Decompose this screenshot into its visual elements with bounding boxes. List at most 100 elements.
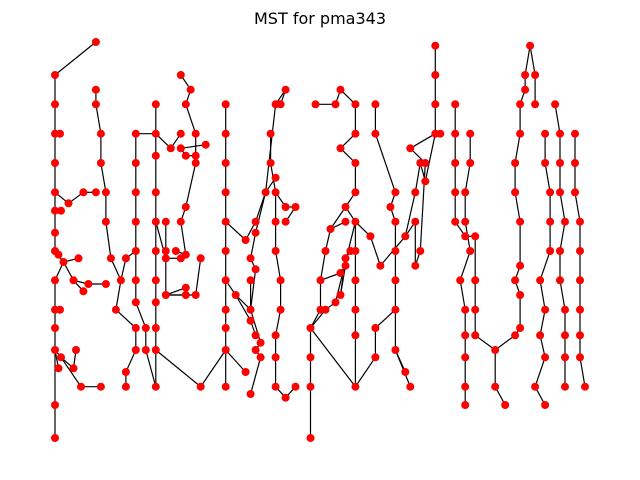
graph-node xyxy=(57,206,65,215)
graph-node xyxy=(376,261,385,270)
graph-node xyxy=(181,250,190,259)
graph-node xyxy=(466,247,475,255)
graph-node xyxy=(351,276,360,285)
mst-edge xyxy=(459,250,471,281)
graph-node xyxy=(161,217,170,226)
mst-edge xyxy=(275,309,282,336)
graph-node xyxy=(331,298,340,307)
graph-node xyxy=(151,346,160,354)
graph-node xyxy=(91,38,100,46)
mst-edge xyxy=(250,357,262,395)
graph-node xyxy=(281,85,290,94)
graph-node xyxy=(411,188,420,197)
graph-node xyxy=(54,250,63,259)
mst-edge xyxy=(539,309,546,336)
chart-title: MST for pma343 xyxy=(254,9,386,28)
graph-node xyxy=(191,151,200,160)
graph-node xyxy=(561,353,569,362)
graph-node xyxy=(521,71,530,79)
mst-edge xyxy=(135,302,147,329)
graph-node xyxy=(151,100,160,109)
mst-edge xyxy=(559,221,566,252)
mst-edge xyxy=(60,356,82,388)
graph-node xyxy=(101,188,110,197)
graph-node xyxy=(431,41,440,50)
graph-node xyxy=(351,217,360,226)
graph-node xyxy=(51,276,59,285)
graph-node xyxy=(196,382,205,391)
graph-node xyxy=(121,254,130,263)
graph-node xyxy=(351,159,360,167)
mst-edge xyxy=(464,162,471,193)
mst-edge xyxy=(524,45,531,76)
graph-node xyxy=(556,247,564,255)
graph-node xyxy=(436,129,445,138)
graph-node xyxy=(221,217,230,226)
graph-node xyxy=(316,305,325,314)
graph-node xyxy=(516,261,525,270)
graph-node xyxy=(176,217,185,226)
graph-node xyxy=(421,177,430,186)
graph-node xyxy=(196,254,205,263)
graph-node xyxy=(351,305,360,314)
graph-node xyxy=(161,247,170,255)
graph-node xyxy=(111,305,120,314)
graph-node xyxy=(556,159,564,167)
graph-node xyxy=(391,276,400,285)
graph-node xyxy=(51,206,59,215)
mst-edge xyxy=(145,349,157,387)
graph-node xyxy=(261,188,270,197)
graph-node xyxy=(51,228,59,237)
graph-node xyxy=(79,287,88,296)
graph-node xyxy=(511,188,520,197)
graph-node xyxy=(311,100,320,109)
graph-node xyxy=(151,151,160,160)
graph-node xyxy=(91,188,100,197)
mst-edge xyxy=(235,294,252,322)
graph-node xyxy=(401,368,410,376)
mst-edge xyxy=(534,357,546,387)
graph-node xyxy=(336,291,345,299)
graph-node xyxy=(386,203,395,211)
graph-node xyxy=(431,71,440,79)
graph-node xyxy=(471,232,480,241)
graph-node xyxy=(131,346,140,354)
graph-node xyxy=(141,324,150,332)
graph-node xyxy=(391,188,400,197)
graph-node xyxy=(271,353,280,362)
graph-node xyxy=(471,276,480,285)
graph-node xyxy=(581,382,589,391)
graph-node xyxy=(341,203,350,211)
graph-node xyxy=(391,247,400,255)
mst-edge xyxy=(404,192,416,237)
mst-edge xyxy=(554,104,561,134)
graph-node xyxy=(51,188,59,197)
graph-node xyxy=(306,353,315,362)
graph-node xyxy=(151,276,160,285)
graph-node xyxy=(271,247,280,255)
mst-edge xyxy=(155,349,202,388)
graph-node xyxy=(271,331,280,340)
graph-node xyxy=(291,203,300,211)
graph-node xyxy=(231,291,240,299)
graph-node xyxy=(576,217,584,226)
graph-node xyxy=(546,217,555,226)
mst-edge xyxy=(180,144,206,149)
mst-edge xyxy=(180,221,187,255)
graph-node xyxy=(516,100,525,109)
mst-edge xyxy=(394,349,411,387)
graph-node xyxy=(221,276,230,285)
graph-node xyxy=(491,382,500,391)
graph-node xyxy=(461,217,470,226)
graph-node xyxy=(451,100,460,109)
graph-node xyxy=(391,346,400,354)
graph-node xyxy=(366,232,375,241)
graph-node xyxy=(271,188,280,197)
graph-node xyxy=(461,232,470,241)
mst-edge xyxy=(424,133,436,182)
graph-node xyxy=(351,188,360,197)
mst-edge xyxy=(115,309,137,329)
graph-node xyxy=(571,129,579,138)
graph-node xyxy=(151,217,160,226)
